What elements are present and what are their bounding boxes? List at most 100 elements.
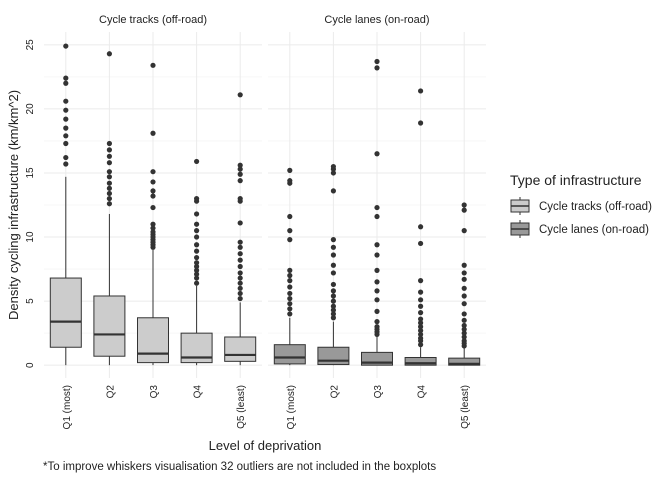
- outlier-point: [418, 324, 424, 330]
- outlier-point: [237, 244, 243, 250]
- outlier-point: [461, 262, 467, 268]
- outlier-point: [330, 170, 336, 176]
- x-tick-label: Q2: [105, 385, 116, 399]
- outlier-point: [374, 242, 380, 248]
- outlier-point: [150, 229, 156, 235]
- outlier-point: [63, 125, 69, 131]
- outlier-point: [330, 270, 336, 276]
- outlier-point: [194, 158, 200, 165]
- outlier-point: [106, 180, 112, 186]
- outlier-point: [194, 260, 200, 266]
- outlier-point: [194, 280, 200, 286]
- outlier-point: [461, 326, 467, 332]
- y-tick-label: 0: [25, 362, 36, 368]
- outlier-point: [374, 288, 380, 294]
- outlier-point: [287, 167, 293, 173]
- x-tick-label: Q3: [149, 385, 160, 399]
- outlier-point: [194, 271, 200, 277]
- outlier-point: [374, 324, 380, 330]
- box: [93, 295, 126, 357]
- outlier-point: [461, 228, 467, 234]
- outlier-point: [63, 43, 69, 49]
- outlier-point: [330, 288, 336, 294]
- outlier-point: [374, 204, 380, 211]
- outlier-point: [150, 225, 156, 231]
- outlier-point: [106, 195, 112, 202]
- outlier-point: [106, 140, 112, 147]
- outlier-point: [287, 228, 293, 234]
- outlier-point: [194, 211, 200, 217]
- outlier-point: [374, 213, 380, 220]
- outlier-point: [106, 174, 112, 180]
- panel-title: Cycle tracks (off-road): [99, 14, 207, 26]
- outlier-point: [287, 272, 293, 279]
- outlier-point: [63, 161, 69, 167]
- outlier-point: [237, 257, 243, 263]
- outlier-point: [374, 279, 380, 285]
- x-tick-label: Q3: [373, 385, 384, 399]
- outlier-point: [374, 267, 380, 273]
- outlier-point: [330, 188, 336, 194]
- outlier-point: [418, 310, 424, 316]
- outlier-point: [287, 306, 293, 312]
- outlier-point: [461, 293, 467, 299]
- outlier-point: [194, 275, 200, 281]
- outlier-point: [194, 221, 200, 227]
- outlier-point: [237, 295, 243, 302]
- outlier-point: [237, 162, 243, 168]
- outlier-point: [237, 166, 243, 172]
- outlier-point: [330, 281, 336, 288]
- outlier-point: [418, 303, 424, 309]
- outlier-point: [330, 311, 336, 317]
- outlier-point: [63, 80, 69, 86]
- outlier-point: [150, 193, 156, 199]
- outlier-point: [374, 319, 380, 325]
- outlier-point: [418, 331, 424, 338]
- outlier-point: [418, 335, 424, 341]
- box: [137, 317, 169, 364]
- outlier-point: [194, 248, 200, 254]
- outlier-point: [461, 285, 467, 291]
- outlier-point: [374, 151, 380, 157]
- outlier-point: [63, 98, 69, 104]
- outlier-point: [63, 154, 69, 161]
- outlier-point: [287, 311, 293, 317]
- outlier-point: [150, 188, 156, 194]
- outlier-point: [330, 252, 336, 258]
- outlier-point: [63, 133, 69, 139]
- outlier-point: [418, 88, 424, 94]
- outlier-point: [106, 190, 112, 197]
- legend-title: Type of infrastructure: [510, 172, 642, 188]
- outlier-point: [374, 58, 380, 65]
- outlier-point: [330, 293, 336, 299]
- outlier-point: [330, 315, 336, 321]
- outlier-point: [63, 116, 69, 122]
- outlier-point: [194, 234, 200, 240]
- outlier-point: [106, 51, 112, 57]
- outlier-point: [287, 278, 293, 284]
- box: [49, 277, 82, 348]
- outlier-point: [237, 239, 243, 245]
- box: [317, 346, 350, 366]
- x-tick-label: Q5 (least): [236, 385, 247, 429]
- outlier-point: [287, 284, 293, 290]
- outlier-point: [194, 228, 200, 234]
- outlier-point: [194, 267, 200, 273]
- outlier-point: [150, 221, 156, 227]
- x-tick-label: Q1 (most): [62, 385, 73, 429]
- outlier-point: [461, 270, 467, 276]
- outlier-point: [330, 298, 336, 304]
- outlier-point: [237, 171, 243, 177]
- outlier-point: [287, 213, 293, 220]
- x-tick-label: Q4: [417, 385, 428, 399]
- outlier-point: [374, 65, 380, 71]
- y-tick-label: 5: [25, 298, 36, 304]
- box: [273, 344, 306, 365]
- outlier-point: [106, 160, 112, 166]
- outlier-point: [237, 178, 243, 184]
- outlier-point: [237, 290, 243, 297]
- outlier-point: [418, 327, 424, 334]
- y-tick-label: 15: [25, 167, 36, 179]
- outlier-point: [237, 251, 243, 257]
- outlier-point: [418, 342, 424, 348]
